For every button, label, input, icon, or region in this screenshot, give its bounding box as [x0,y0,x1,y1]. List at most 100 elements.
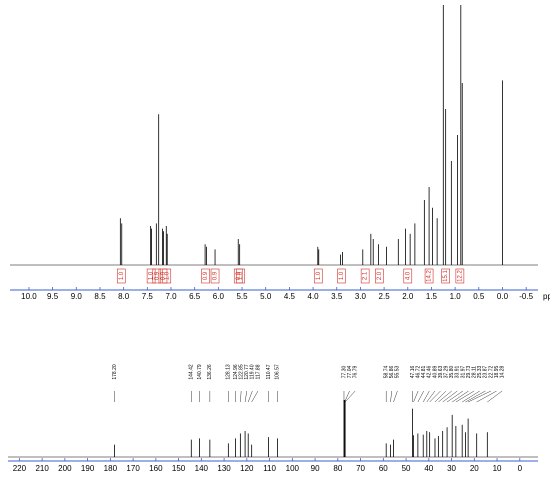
x-tick-label: 2.0 [402,292,414,301]
peak-label-leader [468,390,492,403]
peak-label: 144.42 [189,364,195,380]
x-tick-label: 0 [518,464,523,473]
peak-label-leader [251,390,259,403]
peak-label: 120.77 [244,364,250,380]
x-tick-label: 100 [286,464,300,473]
integral-box [236,268,245,284]
integral-box [455,268,465,284]
x-tick-label: 1.0 [450,292,462,301]
x-tick-label: 80 [333,464,342,473]
x-tick-label: 10.0 [21,292,37,301]
peak-label-leader [390,390,392,403]
peak-label-leader [244,390,247,403]
x-tick-label: 3.0 [355,292,367,301]
x-tick-label: -0.5 [519,292,533,301]
x-tick-label: 1.5 [426,292,438,301]
x-tick-label: 0.0 [497,292,509,301]
peak-label: 128.13 [226,364,232,380]
integral-label: 1.0 [316,271,322,280]
x-tick-label: 120 [240,464,254,473]
peak-label-leader [446,390,464,403]
integral-label: 0.9 [236,271,242,280]
integral-box [162,268,172,284]
integral-label: 1.0 [339,271,345,280]
peak-label-leader [465,390,486,403]
peak-label-leader [248,390,253,403]
x-tick-label: 70 [356,464,365,473]
x-tick-label: 110 [263,464,276,473]
peak-label: 106.57 [275,364,281,380]
peak-label: 77.30 [341,366,347,379]
integral-label: 2.0 [377,271,383,280]
peak-label: 56.86 [389,366,395,379]
x-tick-label: 2.5 [379,292,391,301]
peak-label: 178.20 [112,364,118,380]
peak-label-leader [393,390,398,403]
peak-label: 76.79 [352,366,358,379]
x-tick-label: 10 [493,464,502,473]
peak-label: 18.95 [494,366,500,379]
x-tick-label: 20 [470,464,479,473]
peak-label: 35.80 [449,366,455,379]
integral-box [313,268,323,284]
x-tick-label: 150 [172,464,186,473]
peak-label: 40.89 [432,366,438,379]
integral-box [116,268,126,284]
x-tick-label: 5.0 [260,292,272,301]
peak-label-leader [240,390,242,403]
integral-box [441,268,450,284]
x-tick-label: 8.5 [94,292,106,301]
peak-label: 33.91 [455,366,461,379]
peak-label-leader [442,390,458,403]
x-tick-label: 0.5 [473,292,485,301]
integral-box [337,268,346,284]
x-tick-label: 220 [13,464,27,473]
integral-label: 14.2 [427,270,433,282]
peak-label-leader [487,390,503,403]
integral-box [403,268,413,284]
x-tick-label: 190 [81,464,95,473]
x-tick-label: 50 [402,464,411,473]
x-tick-label: 4.5 [284,292,296,301]
integral-box [210,268,220,284]
integral-box [360,268,370,284]
peak-label-leader [462,390,480,403]
x-tick-label: 7.0 [165,292,177,301]
x-tick-label: 6.5 [189,292,201,301]
peak-label-leader [455,390,475,403]
integral-label: 1.0 [164,271,170,280]
peak-label: 110.47 [266,364,272,379]
x-tick-label: 170 [126,464,140,473]
peak-label: 124.96 [233,364,239,380]
peak-label: 47.16 [410,366,416,379]
peak-label: 117.88 [255,364,261,379]
integral-label: 0.9 [154,271,160,280]
x-tick-label: 40 [424,464,433,473]
peak-label: 37.29 [443,366,449,379]
x-tick-label: 6.0 [213,292,225,301]
integral-label: 1.0 [238,271,244,280]
peak-label: 31.97 [460,366,466,379]
x-tick-label: 210 [35,464,49,473]
integral-label: 0.9 [203,271,209,280]
x-tick-label: 60 [379,464,388,473]
peak-label: 28.11 [471,366,477,378]
peak-label: 77.04 [347,366,353,379]
x-tick-label: 180 [104,464,118,473]
x-tick-label: 9.5 [47,292,59,301]
integral-label: 0.9 [213,271,219,280]
integral-box [424,268,434,284]
x-tick-label: 90 [311,464,320,473]
peak-label: 122.85 [238,364,244,380]
peak-label: 29.73 [466,366,472,379]
peak-label: 42.46 [427,366,433,379]
peak-label: 136.26 [207,364,213,380]
peak-label: 140.79 [197,364,203,380]
integral-label: 4.0 [405,271,411,280]
peak-label-leader [434,390,447,403]
x-tick-label: 5.5 [236,292,248,301]
peak-label: 25.33 [477,366,483,379]
peak-label: 46.72 [415,366,421,379]
x-axis-label: ppm [543,292,550,301]
